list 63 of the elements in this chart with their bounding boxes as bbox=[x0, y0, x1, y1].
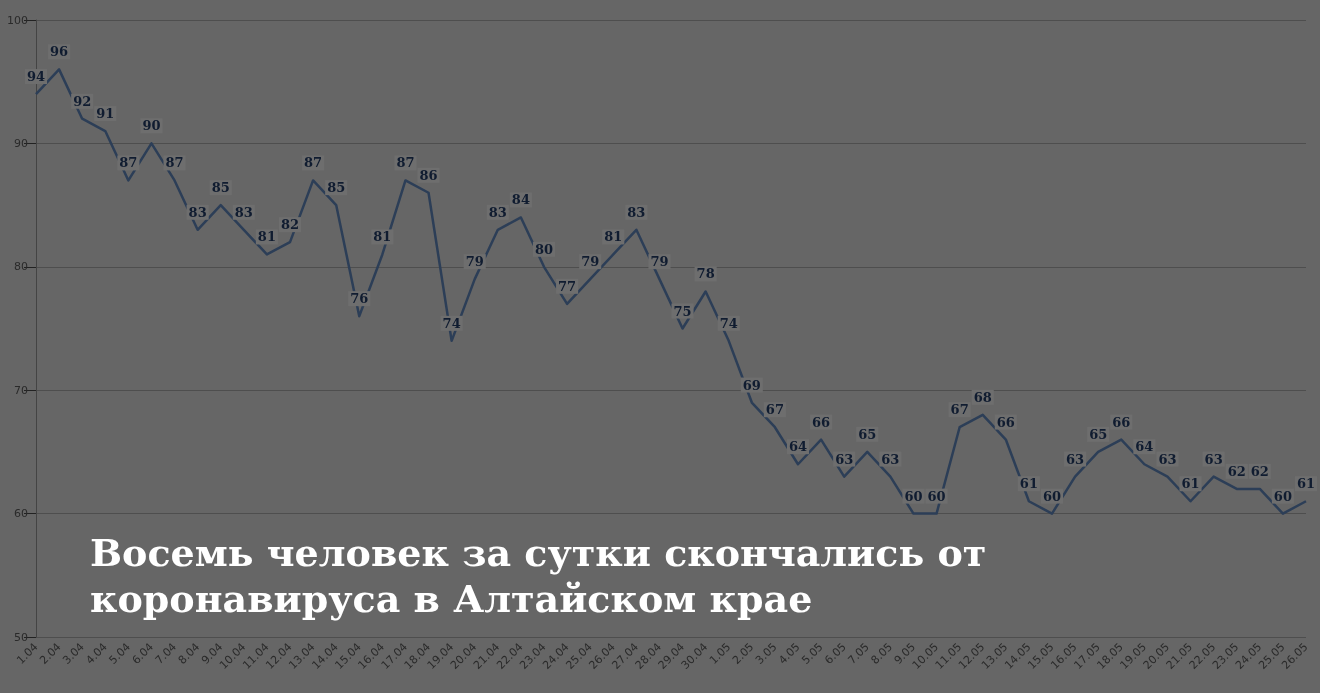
data-label: 83 bbox=[188, 204, 207, 220]
data-label: 75 bbox=[673, 303, 692, 319]
data-label: 87 bbox=[165, 155, 184, 171]
data-label: 91 bbox=[96, 106, 115, 122]
data-label: 65 bbox=[858, 426, 877, 442]
data-label: 80 bbox=[534, 241, 554, 257]
data-label: 74 bbox=[719, 315, 738, 331]
data-label: 65 bbox=[1089, 426, 1108, 442]
data-label: 86 bbox=[419, 167, 438, 183]
data-label: 68 bbox=[973, 389, 992, 405]
data-label: 85 bbox=[211, 180, 230, 196]
y-tick-label: 90 bbox=[14, 136, 28, 150]
data-label: 83 bbox=[627, 204, 646, 220]
data-label: 74 bbox=[442, 315, 461, 331]
data-label: 94 bbox=[26, 69, 46, 85]
data-label: 66 bbox=[812, 414, 831, 430]
data-label: 85 bbox=[327, 180, 346, 196]
data-label: 87 bbox=[304, 155, 323, 171]
data-label: 60 bbox=[1042, 488, 1062, 504]
data-label: 79 bbox=[465, 254, 484, 270]
data-label: 61 bbox=[1296, 476, 1316, 492]
data-label: 60 bbox=[927, 488, 946, 504]
data-label: 66 bbox=[1112, 414, 1131, 430]
data-label: 63 bbox=[1158, 451, 1177, 467]
data-label: 81 bbox=[373, 229, 392, 245]
data-label: 67 bbox=[765, 402, 784, 418]
data-label: 90 bbox=[142, 118, 161, 134]
data-label: 63 bbox=[835, 451, 854, 467]
data-label: 64 bbox=[1135, 439, 1154, 455]
data-label: 63 bbox=[1204, 451, 1223, 467]
data-label: 81 bbox=[257, 229, 276, 245]
data-label: 64 bbox=[788, 439, 808, 455]
y-tick-label: 60 bbox=[14, 507, 28, 521]
data-label: 78 bbox=[696, 266, 715, 282]
data-label: 76 bbox=[350, 291, 369, 307]
data-label: 62 bbox=[1250, 463, 1269, 479]
data-label: 92 bbox=[73, 93, 92, 109]
data-label: 61 bbox=[1181, 476, 1200, 492]
data-label: 63 bbox=[881, 451, 900, 467]
data-label: 84 bbox=[511, 192, 530, 208]
data-label: 69 bbox=[742, 377, 761, 393]
data-label: 83 bbox=[488, 204, 507, 220]
data-label: 66 bbox=[996, 414, 1015, 430]
y-tick-label: 80 bbox=[14, 260, 28, 274]
data-label: 61 bbox=[1019, 476, 1038, 492]
data-label: 83 bbox=[234, 204, 253, 220]
data-label: 87 bbox=[119, 155, 138, 171]
data-label: 79 bbox=[581, 254, 600, 270]
data-label: 77 bbox=[558, 278, 577, 294]
y-tick-label: 50 bbox=[14, 630, 28, 644]
data-label: 82 bbox=[280, 217, 300, 233]
y-tick-label: 100 bbox=[7, 13, 28, 27]
data-label: 60 bbox=[904, 488, 923, 504]
data-label: 87 bbox=[396, 155, 415, 171]
data-label: 67 bbox=[950, 402, 969, 418]
data-label: 60 bbox=[1273, 488, 1292, 504]
data-label: 79 bbox=[650, 254, 669, 270]
data-label: 62 bbox=[1227, 463, 1246, 479]
data-label: 63 bbox=[1066, 451, 1085, 467]
data-label: 81 bbox=[604, 229, 623, 245]
text: Восемь человек за сутки скончались от коронавируса в Алтайском крае bbox=[90, 530, 988, 622]
y-tick-label: 70 bbox=[14, 383, 28, 397]
data-label: 96 bbox=[50, 44, 69, 60]
